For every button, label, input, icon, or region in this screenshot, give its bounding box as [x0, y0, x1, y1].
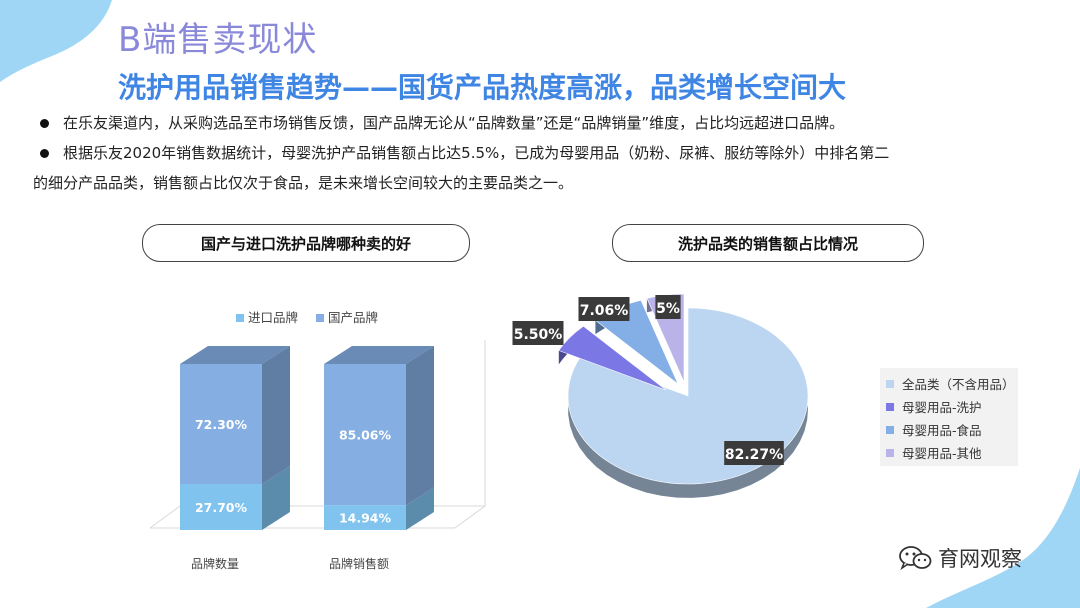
legend-label: 母婴用品-洗护: [902, 400, 982, 415]
bar-segment: [180, 364, 262, 485]
wechat-icon: [899, 546, 932, 571]
bar-top-face: [324, 346, 434, 364]
pie-legend-item: 母婴用品-其他: [886, 441, 1012, 464]
bullet-text: 的细分产品品类，销售额占比仅次于食品，是未来增长空间较大的主要品类之一。: [33, 174, 574, 192]
legend-swatch: [886, 425, 894, 434]
pie-label-box: [724, 441, 784, 465]
bar-categories: 品牌数量 品牌销售额: [191, 556, 389, 571]
legend-swatch: [316, 314, 324, 322]
pie-value-label: 7.06%: [580, 303, 629, 319]
bar-top-face: [180, 346, 290, 364]
bar-category-label: 品牌数量: [191, 556, 239, 571]
bar-side-face: [406, 346, 434, 506]
legend-label: 国产品牌: [328, 310, 378, 325]
pie-label-box: [512, 321, 564, 345]
watermark-text: 育网观察: [938, 547, 1022, 571]
pie-label-box: [655, 295, 681, 319]
bar-value-label: 27.70%: [195, 500, 248, 515]
bar-category-label: 品牌销售额: [329, 556, 389, 571]
decor-bottom-right: [926, 468, 1080, 608]
pie-value-label: 5.50%: [514, 327, 563, 343]
legend-swatch: [886, 379, 894, 388]
decor-top-left: [0, 0, 112, 82]
legend-label: 进口品牌: [248, 310, 298, 325]
bullet-item: 在乐友渠道内，从采购选品至市场销售反馈，国产品牌无论从“品牌数量”还是“品牌销量…: [30, 108, 1060, 138]
bullet-text: 在乐友渠道内，从采购选品至市场销售反馈，国产品牌无论从“品牌数量”还是“品牌销量…: [63, 114, 845, 132]
right-chart-heading: 洗护品类的销售额占比情况: [612, 224, 924, 262]
stacked-bar-chart: 进口品牌 国产品牌 27.70%72.30%14.94%85.06% 品牌数量 品牌…: [149, 310, 486, 571]
watermark: 育网观察: [898, 543, 1022, 573]
legend-swatch: [236, 314, 244, 322]
pie-legend-item: 母婴用品-食品: [886, 418, 1012, 441]
right-chart-heading-text: 洗护品类的销售额占比情况: [677, 234, 858, 253]
bullet-dot-icon: [40, 119, 49, 128]
bar-segment: [180, 484, 262, 530]
bar-segment: [324, 364, 406, 506]
legend-label: 全品类（不含用品）: [902, 377, 1015, 392]
pie-legend-item: 母婴用品-洗护: [886, 395, 1012, 418]
pie-value-label: 82.27%: [725, 447, 783, 463]
pie-slice: [558, 325, 667, 391]
page-subtitle: 洗护用品销售趋势——国货产品热度高涨，品类增长空间大: [118, 71, 847, 104]
pie-legend-item: 全品类（不含用品）: [886, 372, 1015, 395]
legend-swatch: [886, 448, 894, 457]
left-chart-heading-text: 国产与进口洗护品牌哪种卖的好: [200, 234, 411, 253]
bar-value-label: 85.06%: [339, 428, 392, 443]
chart-axis: [454, 505, 486, 529]
pie-value-label: 5%: [656, 301, 680, 317]
bullet-continuation: 的细分产品品类，销售额占比仅次于食品，是未来增长空间较大的主要品类之一。: [30, 168, 1060, 198]
bullet-dot-icon: [40, 149, 49, 158]
pie-marks: [558, 293, 809, 498]
pie-slice: [567, 307, 809, 485]
legend-label: 母婴用品-食品: [902, 423, 982, 438]
bar-value-label: 72.30%: [195, 417, 248, 432]
left-chart-heading: 国产与进口洗护品牌哪种卖的好: [142, 224, 470, 262]
legend-swatch: [886, 402, 894, 411]
bar-side-face: [262, 466, 290, 530]
bar-marks: 27.70% 72.30% 14.94% 85.06%: [180, 346, 434, 530]
bar-side-face: [406, 487, 434, 530]
pie-legend: 全品类（不含用品） 母婴用品-洗护 母婴用品-食品 母婴用品-其他: [880, 368, 1018, 466]
bar-legend: 进口品牌 国产品牌: [236, 310, 378, 325]
pie-labels: 82.27% 5.50% 7.06% 5%: [512, 295, 784, 465]
legend-label: 母婴用品-其他: [902, 446, 982, 461]
pie-label-box: [578, 297, 630, 321]
bar-side-face: [262, 346, 290, 485]
pie-chart: 82.27% 5.50% 7.06% 5%: [512, 293, 809, 498]
bullet-item: 根据乐友2020年销售数据统计，母婴洗护产品销售额占比达5.5%，已成为母婴用品…: [30, 138, 1060, 168]
bar-segment: [324, 505, 406, 530]
bar-value-label: 14.94%: [339, 511, 392, 526]
bullet-text: 根据乐友2020年销售数据统计，母婴洗护产品销售额占比达5.5%，已成为母婴用品…: [63, 144, 890, 162]
bullet-list: 在乐友渠道内，从采购选品至市场销售反馈，国产品牌无论从“品牌数量”还是“品牌销量…: [30, 108, 1060, 198]
page-title: B端售卖现状: [118, 20, 318, 60]
